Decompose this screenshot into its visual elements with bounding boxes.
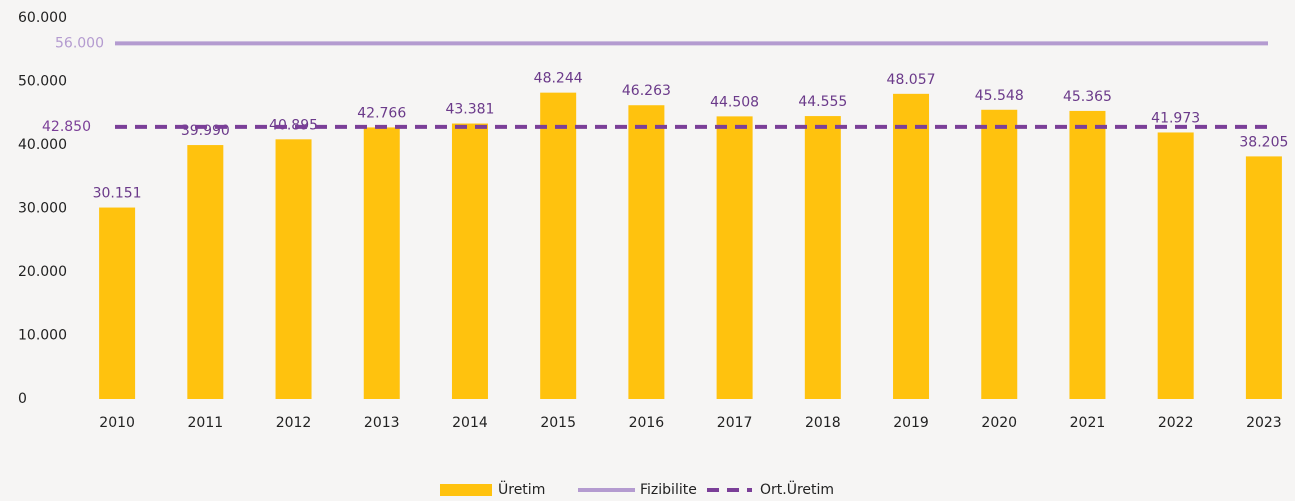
value-label: 42.766: [357, 105, 406, 121]
value-label: 48.244: [534, 71, 583, 87]
y-tick-label: 50.000: [18, 74, 67, 90]
x-tick-label: 2017: [717, 415, 753, 431]
x-tick-label: 2018: [805, 415, 841, 431]
bar: [893, 93, 930, 400]
reference-label: 56.000: [55, 35, 104, 51]
x-tick-label: 2010: [99, 415, 135, 431]
value-label: 43.381: [445, 102, 494, 118]
value-label: 38.205: [1239, 134, 1288, 150]
bar: [1157, 132, 1194, 400]
x-tick-label: 2021: [1070, 415, 1106, 431]
x-tick-label: 2022: [1158, 415, 1194, 431]
x-tick-label: 2015: [540, 415, 576, 431]
y-tick-label: 10.000: [18, 328, 67, 344]
y-tick-label: 20.000: [18, 264, 67, 280]
value-label: 40.895: [269, 117, 318, 133]
x-tick-label: 2023: [1246, 415, 1282, 431]
x-tick-label: 2020: [981, 415, 1017, 431]
y-tick-label: 30.000: [18, 201, 67, 217]
bar: [540, 92, 577, 399]
value-label: 45.548: [975, 88, 1024, 104]
x-tick-label: 2016: [629, 415, 665, 431]
value-label: 30.151: [93, 186, 142, 202]
reference-label: 42.850: [42, 119, 91, 135]
y-tick-label: 40.000: [18, 137, 67, 153]
bar: [275, 139, 312, 399]
value-label: 46.263: [622, 83, 671, 99]
y-tick-label: 0: [18, 391, 27, 407]
value-label: 48.057: [887, 72, 936, 88]
x-tick-label: 2011: [188, 415, 224, 431]
x-tick-label: 2012: [276, 415, 312, 431]
bar: [716, 116, 753, 399]
bar: [451, 123, 488, 400]
value-label: 44.508: [710, 94, 759, 110]
bar: [363, 127, 400, 399]
y-tick-label: 60.000: [18, 10, 67, 26]
bar: [628, 105, 665, 399]
bar: [1069, 110, 1106, 399]
bar: [1245, 156, 1282, 399]
legend-label: Ort.Üretim: [760, 480, 834, 498]
x-tick-label: 2013: [364, 415, 400, 431]
bar: [187, 145, 224, 399]
legend-label: Fizibilite: [640, 482, 697, 498]
bar: [981, 109, 1018, 399]
x-tick-label: 2019: [893, 415, 929, 431]
value-label: 44.555: [798, 94, 847, 110]
legend-label: Üretim: [498, 480, 545, 498]
x-tick-label: 2014: [452, 415, 488, 431]
legend-swatch: [440, 484, 492, 496]
bar: [804, 116, 841, 400]
bar: [99, 207, 136, 399]
value-label: 45.365: [1063, 89, 1112, 105]
value-label: 41.973: [1151, 110, 1200, 126]
